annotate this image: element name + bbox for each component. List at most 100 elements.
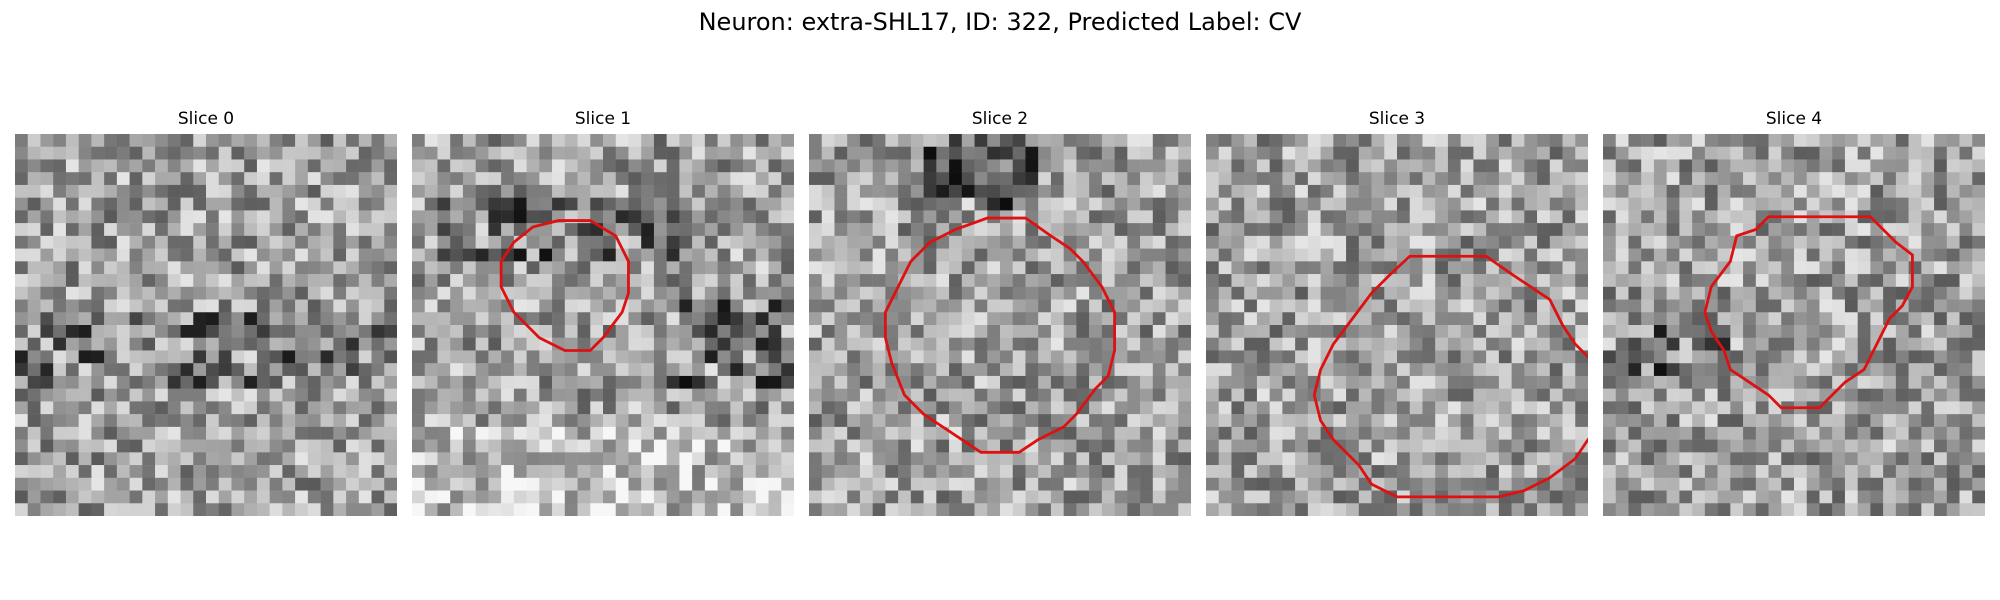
pixel xyxy=(885,184,899,198)
pixel xyxy=(1921,235,1935,249)
pixel xyxy=(1307,184,1321,198)
pixel xyxy=(53,388,67,402)
pixel xyxy=(1755,401,1769,415)
pixel xyxy=(1730,388,1744,402)
pixel xyxy=(1679,503,1693,516)
pixel xyxy=(1409,172,1423,186)
pixel xyxy=(755,184,769,198)
pixel xyxy=(653,261,667,275)
pixel xyxy=(987,261,1001,275)
pixel xyxy=(1460,261,1474,275)
pixel xyxy=(1562,197,1576,211)
pixel xyxy=(358,337,372,351)
pixel xyxy=(910,286,924,300)
pixel xyxy=(282,350,296,364)
pixel xyxy=(1934,312,1948,326)
pixel xyxy=(1333,248,1347,262)
pixel xyxy=(885,452,899,466)
pixel xyxy=(923,197,937,211)
pixel xyxy=(320,503,334,516)
pixel xyxy=(218,388,232,402)
pixel xyxy=(1152,477,1166,491)
pixel xyxy=(1358,363,1372,377)
pixel xyxy=(27,503,41,516)
pixel xyxy=(641,261,655,275)
pixel xyxy=(450,325,464,338)
pixel xyxy=(1231,388,1245,402)
pixel xyxy=(206,248,219,262)
pixel xyxy=(501,414,515,428)
pixel xyxy=(1819,134,1833,147)
pixel xyxy=(1549,261,1563,275)
pixel xyxy=(1679,134,1693,147)
pixel xyxy=(15,159,28,173)
pixel xyxy=(1165,159,1179,173)
pixel xyxy=(1768,248,1782,262)
pixel xyxy=(91,172,105,186)
pixel xyxy=(142,172,156,186)
pixel xyxy=(1832,172,1846,186)
pixel xyxy=(1498,414,1512,428)
pixel xyxy=(424,375,438,389)
pixel xyxy=(768,401,782,415)
pixel xyxy=(1206,197,1219,211)
pixel xyxy=(1244,210,1258,224)
pixel xyxy=(628,388,642,402)
pixel xyxy=(1089,426,1103,440)
pixel xyxy=(564,134,578,147)
pixel xyxy=(743,325,757,338)
pixel xyxy=(987,503,1001,516)
pixel xyxy=(1371,325,1385,338)
pixel xyxy=(628,172,642,186)
pixel xyxy=(1755,375,1769,389)
pixel xyxy=(1422,159,1436,173)
pixel xyxy=(1692,414,1706,428)
pixel xyxy=(295,197,309,211)
pixel xyxy=(552,312,566,326)
pixel xyxy=(1101,375,1115,389)
pixel xyxy=(1218,465,1232,479)
pixel xyxy=(333,503,347,516)
pixel xyxy=(1089,184,1103,198)
pixel xyxy=(615,465,629,479)
pixel xyxy=(730,146,744,160)
pixel xyxy=(1895,439,1909,453)
pixel xyxy=(1743,286,1757,300)
pixel xyxy=(936,388,950,402)
pixel xyxy=(717,465,731,479)
pixel xyxy=(155,312,169,326)
pixel xyxy=(1063,388,1077,402)
pixel xyxy=(40,452,54,466)
pixel xyxy=(27,401,41,415)
pixel xyxy=(821,337,835,351)
pixel xyxy=(1768,286,1782,300)
pixel xyxy=(513,503,527,516)
pixel xyxy=(358,325,372,338)
pixel xyxy=(1409,235,1423,249)
pixel xyxy=(1218,210,1232,224)
pixel xyxy=(898,184,912,198)
pixel xyxy=(1615,134,1629,147)
pixel xyxy=(231,465,245,479)
pixel xyxy=(768,477,782,491)
pixel xyxy=(603,375,616,389)
pixel xyxy=(1730,184,1744,198)
pixel xyxy=(1295,134,1309,147)
pixel xyxy=(1575,299,1588,313)
pixel xyxy=(1206,299,1219,313)
pixel xyxy=(577,223,591,237)
pixel xyxy=(526,363,540,377)
pixel xyxy=(1883,274,1897,288)
pixel xyxy=(1269,274,1283,288)
pixel xyxy=(256,337,270,351)
pixel xyxy=(936,210,950,224)
pixel xyxy=(371,325,385,338)
pixel xyxy=(923,325,937,338)
pixel xyxy=(1537,172,1551,186)
pixel xyxy=(577,286,591,300)
pixel xyxy=(1883,248,1897,262)
pixel xyxy=(1666,146,1680,160)
pixel xyxy=(781,465,794,479)
pixel xyxy=(809,197,822,211)
pixel xyxy=(1295,490,1309,504)
